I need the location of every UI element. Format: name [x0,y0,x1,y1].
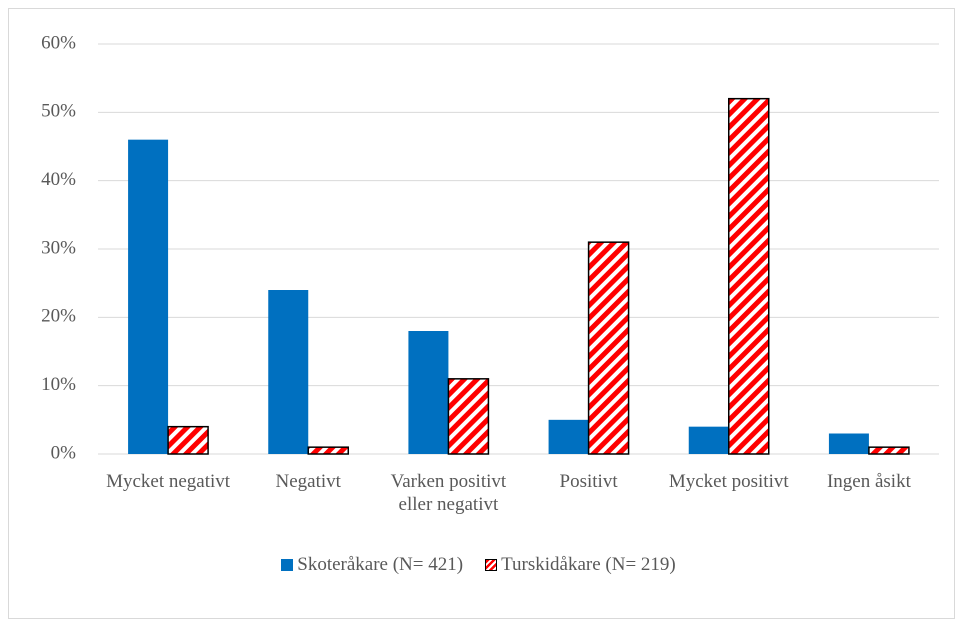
bar [548,419,589,454]
bar [408,331,449,454]
legend-item: Turskidåkare (N= 219) [485,554,676,576]
legend-swatch [281,559,294,571]
y-tick-label: 60% [41,32,76,53]
x-tick-label: Positivt [559,471,618,492]
bar [307,446,349,455]
legend-label: Skoteråkare (N= 421) [297,554,464,575]
legend-label: Turskidåkare (N= 219) [501,554,676,575]
bar [167,425,209,455]
bar [828,433,869,454]
bar [688,426,729,454]
legend: Skoteråkare (N= 421) Turskidåkare (N= 219… [0,554,957,576]
x-tick-label: Ingen åsikt [826,471,911,492]
legend-swatch [485,559,498,571]
x-tick-label: Mycket negativt [106,471,231,492]
y-tick-label: 20% [41,306,76,327]
bar [128,139,169,454]
y-tick-label: 0% [51,442,77,463]
legend-item: Skoteråkare (N= 421) [281,554,463,576]
bar [268,290,309,454]
y-tick-label: 50% [41,101,76,122]
y-tick-label: 40% [41,169,76,190]
x-tick-label: Negativt [275,471,341,492]
bar [587,241,630,455]
x-tick-label: Varken positivt eller negativt [390,471,507,515]
bar [447,378,490,455]
chart-frame [8,8,955,619]
y-tick-label: 10% [41,374,76,395]
bar [868,446,910,455]
y-tick-label: 30% [41,237,76,258]
bar [728,97,770,455]
x-tick-label: Mycket positivt [668,471,789,492]
